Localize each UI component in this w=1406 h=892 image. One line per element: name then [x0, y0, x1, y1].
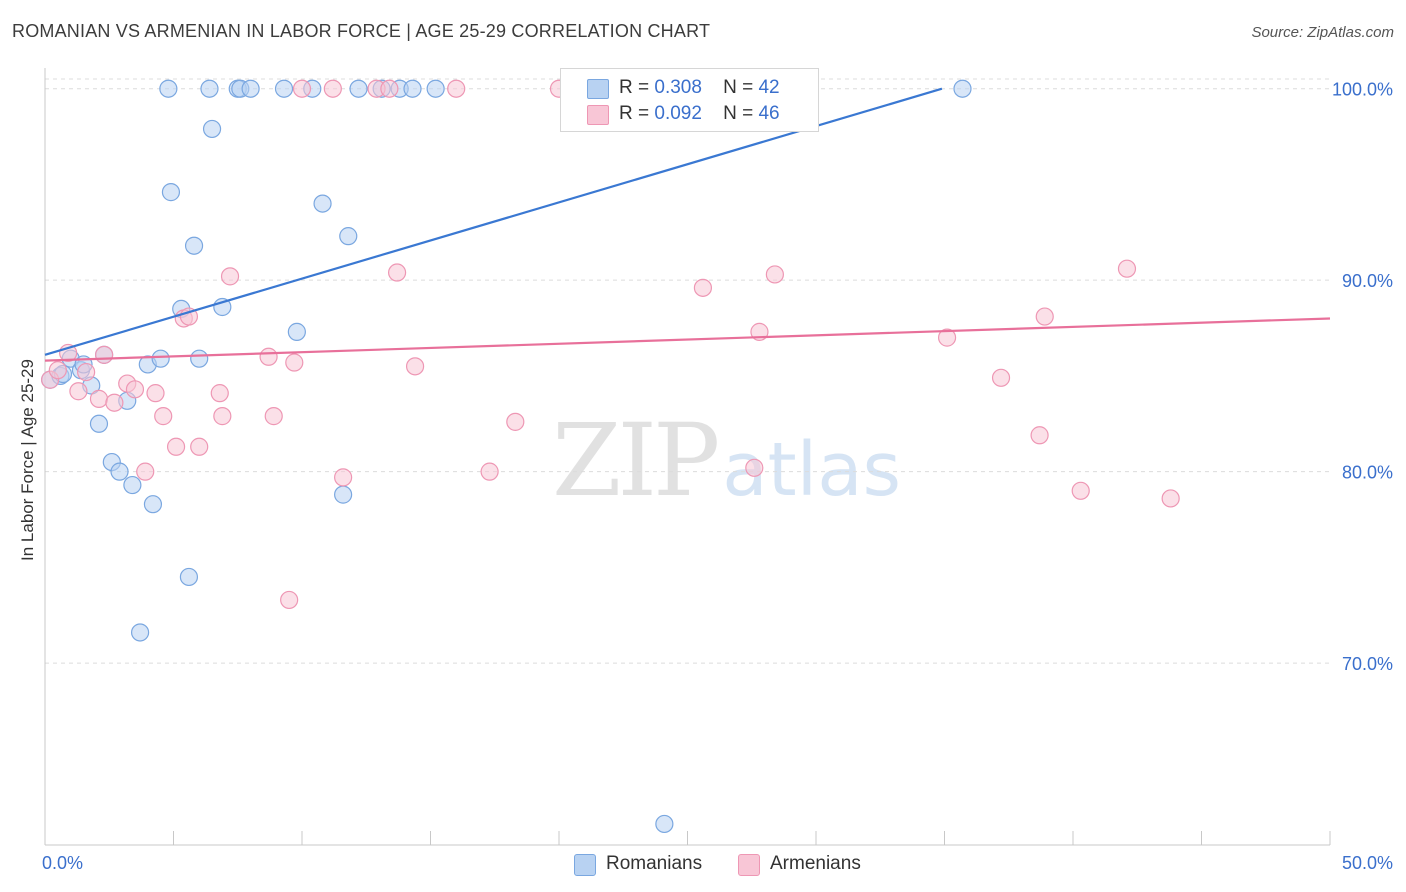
legend-n-value-romanians: 42: [758, 77, 780, 98]
point-romanians: [159, 79, 178, 98]
point-armenians: [387, 263, 407, 282]
legend-swatch-armenians: [738, 854, 760, 876]
y-axis-label: In Labor Force | Age 25-29: [18, 359, 37, 561]
point-armenians: [765, 265, 784, 284]
point-romanians: [179, 567, 199, 587]
point-romanians: [200, 79, 219, 98]
point-armenians: [125, 380, 145, 399]
point-armenians: [991, 368, 1011, 387]
legend-n-value-armenians: 46: [758, 103, 780, 124]
point-armenians: [154, 407, 173, 426]
point-armenians: [1117, 259, 1137, 278]
source-credit: Source: ZipAtlas.com: [1251, 24, 1394, 41]
legend-n-label: N =: [723, 103, 754, 124]
legend-label-armenians: Armenians: [770, 853, 861, 874]
point-armenians: [213, 407, 232, 426]
point-armenians: [77, 362, 96, 382]
legend-r-label: R =: [619, 77, 650, 98]
legend-swatch-armenians: [587, 105, 609, 125]
legend-r-value-armenians: 0.092: [654, 103, 702, 124]
point-armenians: [285, 353, 304, 372]
point-armenians: [95, 345, 114, 364]
legend-n-label: N =: [723, 77, 754, 98]
point-romanians: [190, 349, 209, 368]
point-armenians: [259, 347, 278, 366]
point-armenians: [48, 361, 67, 380]
point-armenians: [190, 437, 209, 456]
point-romanians: [339, 227, 358, 246]
trend-line-romanians: [44, 87, 943, 356]
point-armenians: [1161, 489, 1180, 508]
point-armenians: [166, 437, 186, 456]
point-romanians: [349, 79, 368, 98]
point-armenians: [146, 384, 165, 403]
stats-legend: R = 0.308 N = 42 R = 0.092 N = 46: [560, 68, 819, 132]
point-armenians: [1035, 307, 1054, 326]
legend-r-label: R =: [619, 103, 650, 124]
y-tick-label: 70.0%: [1342, 654, 1393, 674]
point-romanians: [241, 79, 260, 98]
point-armenians: [745, 458, 764, 477]
y-tick-label: 100.0%: [1332, 80, 1393, 100]
point-armenians: [447, 79, 466, 98]
point-armenians: [210, 384, 229, 403]
point-armenians: [280, 590, 299, 610]
point-armenians: [136, 462, 155, 481]
point-armenians: [937, 328, 957, 347]
x-tick-label: 0.0%: [42, 853, 83, 873]
point-armenians: [1030, 426, 1049, 445]
x-tick-label: 50.0%: [1342, 853, 1393, 873]
legend-label-romanians: Romanians: [606, 853, 703, 874]
point-armenians: [506, 412, 525, 431]
legend-r-value-romanians: 0.308: [654, 77, 702, 98]
point-romanians: [143, 495, 163, 514]
point-romanians: [184, 236, 204, 255]
point-romanians: [426, 79, 445, 98]
trend-line-armenians: [44, 317, 1331, 362]
point-armenians: [89, 389, 109, 408]
point-romanians: [151, 349, 170, 368]
point-armenians: [334, 468, 353, 487]
point-romanians: [130, 623, 150, 642]
point-romanians: [287, 322, 306, 341]
point-armenians: [264, 407, 283, 426]
series-legend: Romanians Armenians: [0, 852, 1406, 878]
point-armenians: [405, 357, 425, 376]
point-armenians: [69, 382, 88, 401]
point-romanians: [313, 194, 332, 213]
point-armenians: [220, 267, 240, 286]
point-romanians: [403, 79, 422, 98]
point-armenians: [323, 79, 342, 98]
point-romanians: [274, 79, 294, 98]
point-romanians: [110, 462, 129, 481]
point-armenians: [693, 278, 713, 297]
point-romanians: [953, 79, 972, 98]
point-romanians: [202, 119, 222, 139]
legend-swatch-romanians: [587, 79, 609, 99]
y-tick-label: 80.0%: [1342, 463, 1393, 483]
point-romanians: [123, 475, 142, 495]
point-armenians: [1071, 481, 1090, 500]
point-romanians: [334, 485, 353, 504]
point-romanians: [655, 814, 674, 834]
point-romanians: [89, 414, 109, 433]
point-armenians: [292, 79, 312, 98]
legend-swatch-romanians: [574, 854, 596, 876]
point-romanians: [161, 183, 181, 202]
y-tick-label: 90.0%: [1342, 271, 1393, 291]
chart-title: ROMANIAN VS ARMENIAN IN LABOR FORCE | AG…: [12, 21, 711, 41]
point-armenians: [380, 79, 399, 98]
point-armenians: [480, 462, 499, 481]
point-armenians: [105, 393, 124, 412]
